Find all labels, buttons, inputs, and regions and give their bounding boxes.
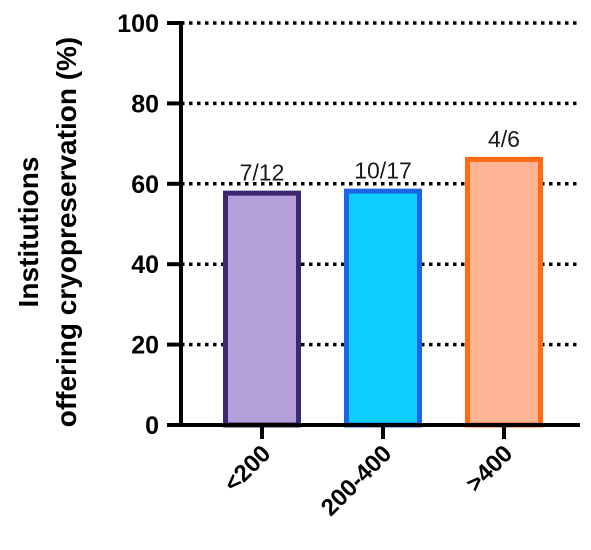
y-tick-label-100: 100 [117, 10, 159, 38]
y-tick-labels: 0 20 40 60 80 100 [117, 10, 159, 440]
bar-3 [465, 156, 543, 428]
y-tick-label-60: 60 [131, 171, 159, 199]
bar-2 [344, 188, 422, 428]
data-label-3: 4/6 [488, 126, 520, 152]
x-tick-label-2: 200-400 [316, 440, 397, 521]
y-axis-title-line-1: Institutions [13, 157, 44, 308]
y-axis-title-line-2: offering cryopreservation (%) [51, 37, 82, 428]
x-tick-label-3: >400 [461, 440, 518, 497]
bar-1 [223, 190, 301, 428]
x-tick-labels: <200 200-400 >400 [219, 440, 518, 521]
y-tick-label-80: 80 [131, 90, 159, 118]
y-axis-title: Institutions offering cryopreservation (… [13, 37, 82, 428]
data-label-2: 10/17 [354, 158, 412, 184]
y-tick-label-40: 40 [131, 251, 159, 279]
axes [167, 21, 580, 439]
y-tick-label-20: 20 [131, 332, 159, 360]
bars [223, 156, 543, 428]
y-tick-label-0: 0 [145, 412, 159, 440]
x-tick-label-1: <200 [219, 440, 276, 497]
data-label-1: 7/12 [240, 160, 285, 186]
data-labels: 7/12 10/17 4/6 [240, 126, 520, 186]
